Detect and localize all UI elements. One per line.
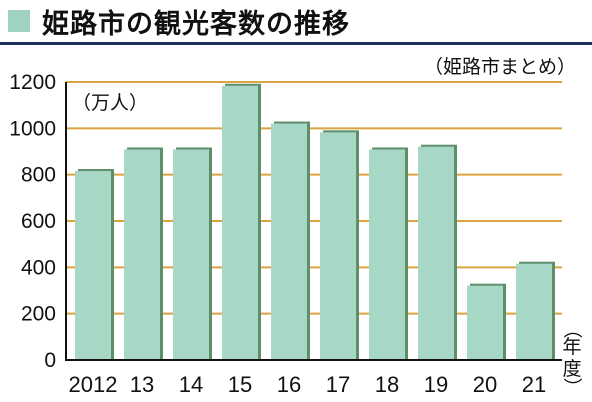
bar — [124, 149, 160, 360]
bar — [467, 285, 503, 360]
x-tick-label: 2012 — [69, 372, 118, 397]
x-tick-label: 20 — [473, 372, 497, 397]
x-tick-label: 17 — [326, 372, 350, 397]
y-tick-label: 800 — [21, 164, 56, 187]
x-tick-label: 15 — [228, 372, 252, 397]
title-square-marker — [8, 10, 30, 32]
x-axis-unit-char: 年 — [562, 336, 582, 358]
y-tick-label: 600 — [21, 210, 56, 233]
bar — [418, 146, 454, 360]
bar — [320, 132, 356, 360]
data-source-note: （姫路市まとめ） — [423, 56, 576, 78]
y-tick-label: 200 — [21, 303, 56, 326]
y-tick-label: 400 — [21, 256, 56, 279]
y-tick-label: 1200 — [9, 71, 56, 94]
x-tick-label: 21 — [522, 372, 546, 397]
x-tick-label: 18 — [375, 372, 399, 397]
x-tick-label: 13 — [130, 372, 154, 397]
x-tick-label: 14 — [179, 372, 203, 397]
x-axis-unit-char: ） — [561, 377, 583, 397]
title-underline-rule — [0, 42, 592, 45]
x-axis-unit-label: （年度） — [560, 319, 584, 396]
x-tick-label: 19 — [424, 372, 448, 397]
y-axis-unit-label: （万人） — [72, 92, 149, 114]
x-tick-label: 16 — [277, 372, 301, 397]
y-tick-label: 1000 — [9, 117, 56, 140]
x-axis-unit-char: 度 — [562, 358, 582, 380]
y-tick-label: 0 — [44, 349, 56, 372]
bar — [516, 263, 552, 360]
bar — [75, 171, 111, 360]
x-axis-unit-char: （ — [561, 319, 583, 339]
chart-title-row: 姫路市の観光客数の推移 — [8, 4, 350, 40]
bar — [173, 149, 209, 360]
chart-title: 姫路市の観光客数の推移 — [42, 8, 350, 40]
bar — [271, 123, 307, 361]
bar — [222, 85, 258, 360]
bar — [369, 149, 405, 360]
